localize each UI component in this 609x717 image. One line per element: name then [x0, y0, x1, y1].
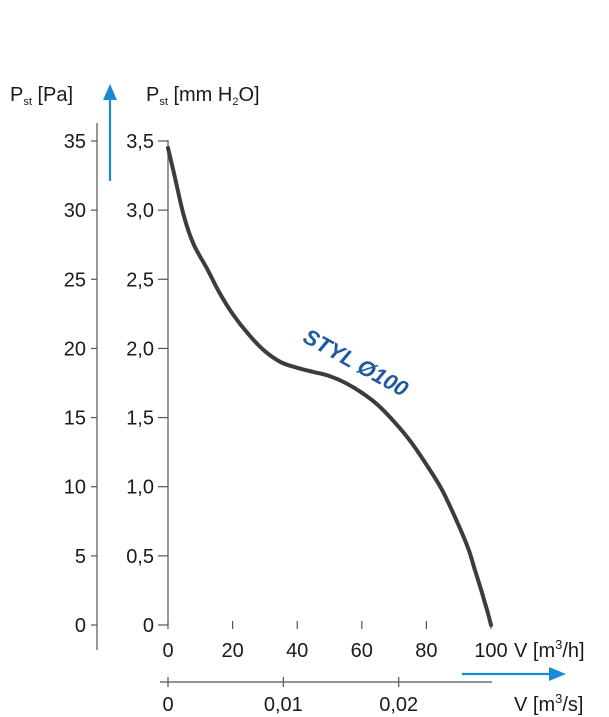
mmh2o-tick-label: 1,5 — [126, 408, 154, 430]
flow-h-tick-label: 60 — [351, 640, 373, 662]
pa-tick-label: 15 — [64, 408, 86, 430]
mmh2o-tick-label: 2,5 — [126, 269, 154, 291]
flow-h-tick-label: 0 — [162, 640, 173, 662]
pa-tick-label: 10 — [64, 477, 86, 499]
flow-h-tick-label: 100 — [474, 640, 507, 662]
pa-tick-label: 0 — [75, 615, 86, 637]
flow-h-tick-label: 20 — [221, 640, 243, 662]
mmh2o-tick-label: 0 — [143, 615, 154, 637]
mmh2o-tick-label: 0,5 — [126, 546, 154, 568]
flow-s-axis-title: V [m3/s] — [514, 691, 583, 716]
pa-tick-label: 20 — [64, 338, 86, 360]
flow-h-tick-label: 40 — [286, 640, 308, 662]
pa-tick-label: 30 — [64, 200, 86, 222]
pa-tick-label: 25 — [64, 269, 86, 291]
series-line-styl-100 — [166, 145, 493, 627]
mmh2o-axis-title: Pst [mm H2O] — [146, 84, 260, 108]
flow-s-tick-label: 0,01 — [264, 694, 303, 716]
mmh2o-tick-label: 3,5 — [126, 131, 154, 153]
mmh2o-tick-label: 2,0 — [126, 338, 154, 360]
flow-s-tick-label: 0 — [162, 694, 173, 716]
flow-s-tick-label: 0,02 — [379, 694, 418, 716]
flow-h-axis-title: V [m3/h] — [514, 637, 585, 662]
mmh2o-tick-label: 1,0 — [126, 477, 154, 499]
chart-marks: 0 5 10 15 20 25 30 35 0 0,5 1,0 1,5 2,0 2,5 3,0 3,5 0 20 4… — [64, 131, 508, 716]
mmh2o-tick-label: 3,0 — [126, 200, 154, 222]
flow-axis-arrow — [462, 667, 566, 681]
pa-tick-label: 5 — [75, 546, 86, 568]
flow-h-tick-label: 80 — [415, 640, 437, 662]
pa-axis-title: Pst [Pa] — [10, 84, 73, 108]
pressure-axis-arrow — [103, 84, 117, 181]
pa-tick-label: 35 — [64, 131, 86, 153]
